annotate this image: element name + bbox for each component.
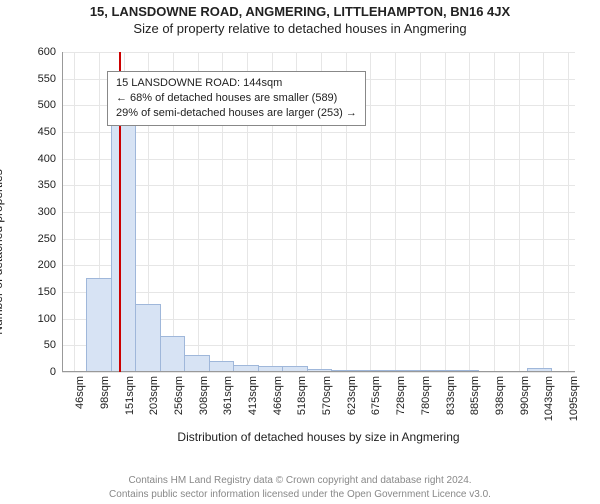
gridline-h <box>62 372 575 373</box>
gridline-h <box>62 212 575 213</box>
xtick-label: 518sqm <box>296 376 308 415</box>
xtick-label: 203sqm <box>148 376 160 415</box>
histogram-bar <box>184 355 209 372</box>
x-axis-label: Distribution of detached houses by size … <box>62 430 575 444</box>
annotation-line-1: 15 LANSDOWNE ROAD: 144sqm <box>116 76 357 91</box>
ytick-label: 450 <box>38 126 56 138</box>
xtick-label: 256sqm <box>173 376 185 415</box>
gridline-v <box>420 52 421 372</box>
page-subtitle: Size of property relative to detached ho… <box>0 21 600 36</box>
ytick-label: 600 <box>38 46 56 58</box>
footer-copyright-1: Contains HM Land Registry data © Crown c… <box>0 475 600 486</box>
annotation-line-2: ← 68% of detached houses are smaller (58… <box>116 91 357 106</box>
histogram-bar <box>135 304 160 372</box>
gridline-h <box>62 159 575 160</box>
xtick-label: 885sqm <box>469 376 481 415</box>
xtick-label: 151sqm <box>124 376 136 415</box>
ytick-label: 0 <box>50 366 56 378</box>
xtick-label: 570sqm <box>321 376 333 415</box>
ytick-label: 50 <box>44 339 56 351</box>
histogram-bar <box>160 336 185 372</box>
gridline-v <box>445 52 446 372</box>
xtick-label: 675sqm <box>370 376 382 415</box>
chart-container: Number of detached properties 0501001502… <box>0 42 600 462</box>
xtick-label: 466sqm <box>272 376 284 415</box>
xtick-label: 308sqm <box>198 376 210 415</box>
gridline-v <box>494 52 495 372</box>
ytick-label: 250 <box>38 233 56 245</box>
gridline-v <box>370 52 371 372</box>
gridline-v <box>395 52 396 372</box>
xtick-label: 728sqm <box>395 376 407 415</box>
xtick-label: 1095sqm <box>568 376 580 421</box>
gridline-v <box>74 52 75 372</box>
gridline-v <box>543 52 544 372</box>
xtick-label: 361sqm <box>222 376 234 415</box>
xtick-label: 98sqm <box>99 376 111 409</box>
gridline-h <box>62 185 575 186</box>
ytick-label: 100 <box>38 313 56 325</box>
gridline-h <box>62 265 575 266</box>
gridline-h <box>62 52 575 53</box>
x-axis-line <box>62 371 575 372</box>
gridline-h <box>62 239 575 240</box>
annotation-line-3: 29% of semi-detached houses are larger (… <box>116 106 357 121</box>
gridline-v <box>469 52 470 372</box>
xtick-label: 990sqm <box>519 376 531 415</box>
xtick-label: 780sqm <box>420 376 432 415</box>
gridline-v <box>519 52 520 372</box>
ytick-label: 300 <box>38 206 56 218</box>
histogram-bar <box>86 278 111 372</box>
xtick-label: 1043sqm <box>543 376 555 421</box>
xtick-label: 46sqm <box>74 376 86 409</box>
xtick-label: 938sqm <box>494 376 506 415</box>
ytick-label: 400 <box>38 153 56 165</box>
gridline-h <box>62 132 575 133</box>
xtick-label: 413sqm <box>247 376 259 415</box>
xtick-label: 623sqm <box>346 376 358 415</box>
plot-area: 05010015020025030035040045050055060046sq… <box>62 52 575 372</box>
ytick-label: 550 <box>38 73 56 85</box>
annotation-box: 15 LANSDOWNE ROAD: 144sqm← 68% of detach… <box>107 71 366 126</box>
y-axis-line <box>62 52 63 372</box>
gridline-h <box>62 292 575 293</box>
ytick-label: 150 <box>38 286 56 298</box>
gridline-v <box>568 52 569 372</box>
page-address: 15, LANSDOWNE ROAD, ANGMERING, LITTLEHAM… <box>0 4 600 19</box>
footer-copyright-2: Contains public sector information licen… <box>0 489 600 500</box>
ytick-label: 350 <box>38 179 56 191</box>
xtick-label: 833sqm <box>445 376 457 415</box>
ytick-label: 500 <box>38 99 56 111</box>
histogram-bar <box>111 120 136 372</box>
ytick-label: 200 <box>38 259 56 271</box>
